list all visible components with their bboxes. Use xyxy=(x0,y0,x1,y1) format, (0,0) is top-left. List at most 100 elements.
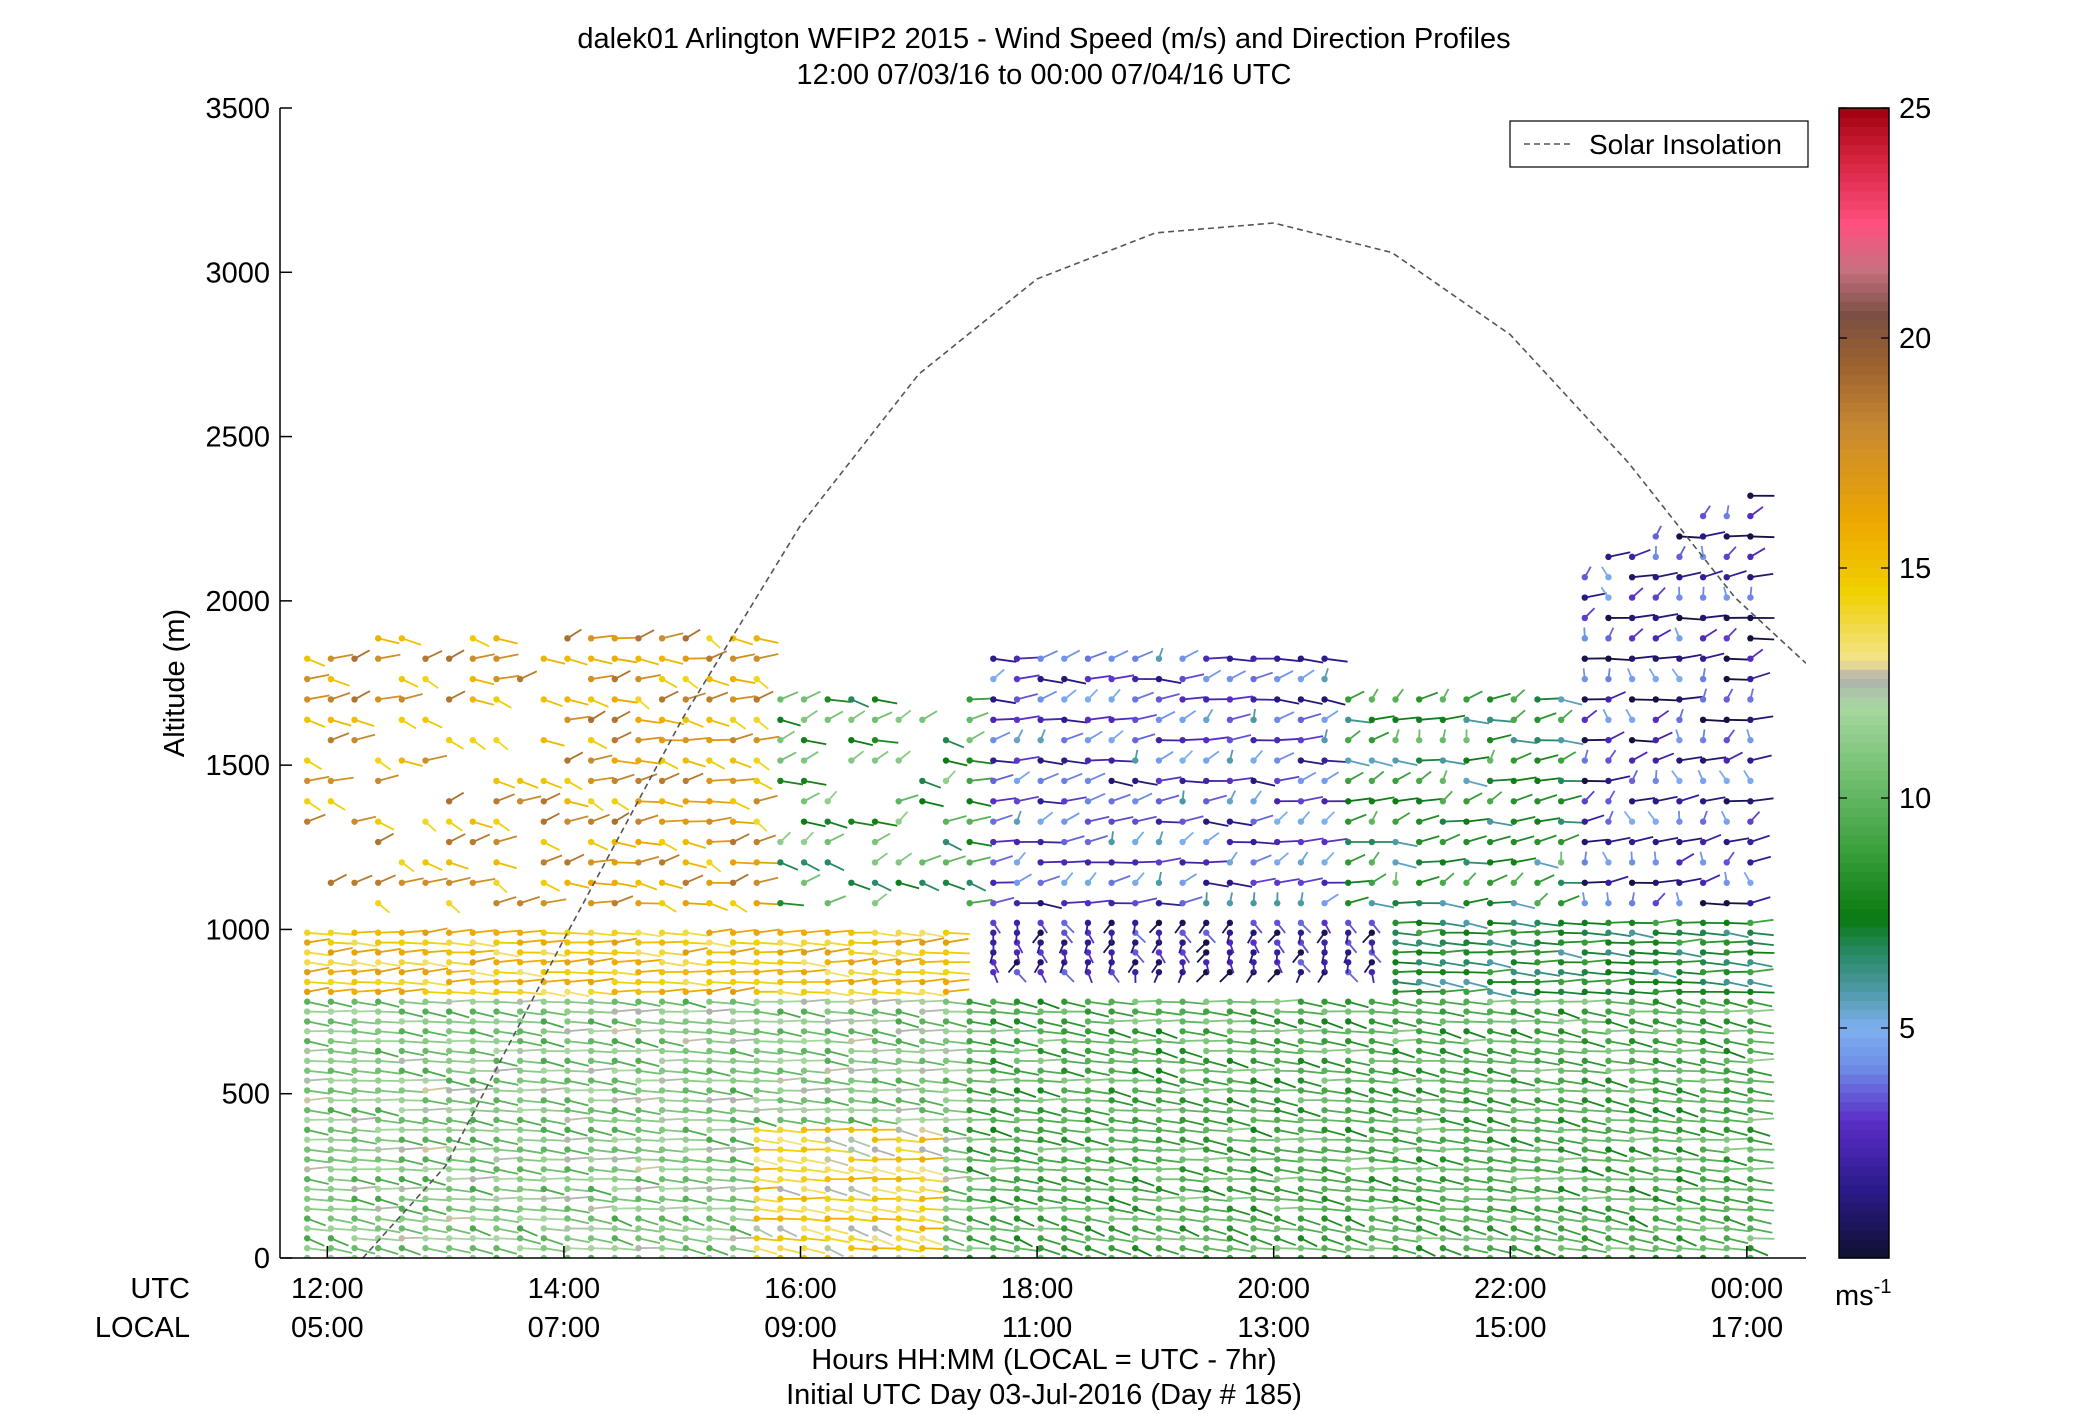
wind-barb-point xyxy=(1605,1254,1612,1258)
wind-barb-shaft xyxy=(401,1168,426,1172)
wind-barb-point xyxy=(1203,1244,1210,1252)
wind-barb-point xyxy=(753,1146,760,1153)
wind-barb-point xyxy=(800,1028,808,1035)
wind-barb-point xyxy=(1581,1057,1588,1065)
wind-barb-point xyxy=(1486,1008,1494,1015)
wind-barb-point xyxy=(1037,929,1044,936)
wind-barb-shaft xyxy=(1135,1038,1160,1043)
wind-barb-point xyxy=(1179,1037,1186,1045)
wind-barb-point xyxy=(1463,968,1470,976)
wind-barb-point xyxy=(729,1205,737,1212)
wind-barb-shaft xyxy=(1371,1010,1396,1015)
wind-barb-point xyxy=(611,635,618,642)
wind-barb-shaft xyxy=(1584,1030,1609,1035)
wind-barb-point xyxy=(1037,1166,1044,1173)
wind-barb-shaft xyxy=(1395,1109,1419,1115)
wind-barb-shaft xyxy=(1276,1079,1297,1089)
wind-barb-shaft xyxy=(1584,931,1609,937)
wind-barb-shaft xyxy=(1560,1030,1582,1039)
wind-barb-point xyxy=(611,1185,618,1193)
wind-barb-shaft xyxy=(685,1186,710,1190)
wind-barb-point xyxy=(1108,736,1115,744)
wind-barb-point xyxy=(990,1136,997,1143)
wind-barb-point xyxy=(919,1225,926,1232)
wind-barb-shaft xyxy=(709,941,732,948)
wind-barb-point xyxy=(753,818,760,825)
wind-barb-shaft xyxy=(1348,1178,1372,1184)
wind-barb-point xyxy=(1321,899,1328,907)
wind-barb-point xyxy=(1415,1225,1423,1232)
wind-barb-shaft xyxy=(614,841,637,848)
wind-barb-point xyxy=(706,988,713,996)
wind-barb-point xyxy=(398,929,406,936)
wind-barb-shaft xyxy=(1087,1178,1109,1186)
wind-barb-point xyxy=(824,1156,831,1163)
wind-barb-shaft xyxy=(1064,1069,1085,1078)
wind-barb-shaft xyxy=(1229,1109,1254,1112)
wind-barb-shaft xyxy=(1277,1050,1301,1055)
wind-barb-point xyxy=(374,1106,382,1114)
wind-barb-point xyxy=(564,1037,571,1045)
wind-barb-shaft xyxy=(1513,971,1537,977)
wind-barb-shaft xyxy=(945,739,965,749)
wind-barb-point xyxy=(966,1175,973,1183)
wind-barb-point xyxy=(682,1018,689,1025)
wind-barb-shaft xyxy=(590,957,614,964)
wind-barb-shaft xyxy=(1300,837,1324,843)
wind-barb-point xyxy=(351,1097,358,1104)
wind-barb-point xyxy=(1037,1254,1044,1258)
wind-barb-shaft xyxy=(543,1000,568,1004)
wind-barb-point xyxy=(729,838,737,846)
wind-barb-shaft xyxy=(1253,671,1273,680)
wind-barb-point xyxy=(919,968,926,976)
wind-barb-shaft xyxy=(567,1099,589,1107)
wind-barb-point xyxy=(1037,1225,1044,1232)
wind-barb-point xyxy=(942,968,950,976)
wind-barb-shaft xyxy=(449,1188,473,1193)
wind-barb-point xyxy=(422,1254,429,1258)
wind-barb-shaft xyxy=(993,839,1018,843)
wind-barb-point xyxy=(516,1146,524,1153)
wind-barb-point xyxy=(304,1225,311,1232)
wind-barb-shaft xyxy=(1182,738,1207,742)
wind-barb-point xyxy=(469,988,477,996)
wind-barb-shaft xyxy=(1182,1068,1207,1072)
wind-barb-shaft xyxy=(993,1010,1017,1015)
wind-barb-point xyxy=(848,1077,855,1084)
wind-barb-shaft xyxy=(851,1010,874,1017)
wind-barb-shaft xyxy=(307,1197,331,1202)
wind-barb-shaft xyxy=(756,876,779,884)
wind-barb-point xyxy=(658,1087,666,1094)
wind-barb-shaft xyxy=(1513,1188,1537,1194)
wind-barb-point xyxy=(445,1047,453,1055)
wind-barb-point xyxy=(516,1205,524,1212)
wind-barb-point xyxy=(351,1037,358,1045)
wind-barb-shaft xyxy=(1182,1138,1204,1146)
wind-barb-point xyxy=(1084,1235,1092,1242)
wind-barb-shaft xyxy=(993,1029,1018,1033)
wind-barb-point xyxy=(1581,968,1588,976)
wind-barb-point xyxy=(682,1037,689,1045)
wind-barb-point xyxy=(1392,1175,1399,1183)
wind-barb-point xyxy=(1108,818,1115,825)
wind-barb-point xyxy=(587,1254,595,1258)
wind-barb-point xyxy=(445,959,453,966)
wind-barb-point xyxy=(374,1018,382,1025)
wind-barb-shaft xyxy=(1111,1040,1136,1044)
wind-barb-point xyxy=(800,1047,808,1055)
wind-barb-point xyxy=(777,777,784,785)
wind-barb-point xyxy=(1250,1037,1257,1045)
wind-barb-point xyxy=(800,968,808,976)
wind-barb-point xyxy=(1155,818,1163,825)
wind-barb-point xyxy=(1274,1106,1281,1114)
wind-barb-shaft xyxy=(1489,990,1512,998)
wind-barb-point xyxy=(871,1037,879,1045)
wind-barb-shaft xyxy=(780,941,804,948)
wind-barb-shaft xyxy=(614,1097,639,1102)
wind-barb-point xyxy=(682,899,689,907)
wind-barb-shaft xyxy=(449,1069,473,1075)
wind-barb-point xyxy=(1274,1185,1281,1193)
wind-barb-point xyxy=(919,1185,926,1193)
wind-barb-shaft xyxy=(496,1207,520,1213)
wind-barb-shaft xyxy=(1182,1059,1206,1066)
